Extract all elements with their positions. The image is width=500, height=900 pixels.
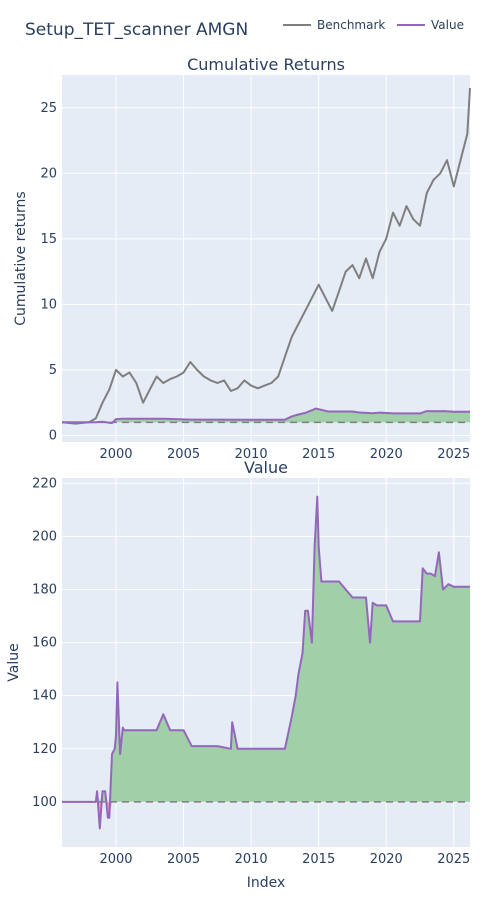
panel-2: 100 120 140 160 180 200 220 2000 2005 2010 2015 202… xyxy=(6,458,470,891)
x-tick-label: 2015 xyxy=(302,447,335,462)
x-tick-label: 2005 xyxy=(167,447,200,462)
y-axis-label: Cumulative returns xyxy=(13,191,29,325)
value-line xyxy=(62,407,470,425)
benchmark-line xyxy=(61,88,471,425)
x-axis-label: Index xyxy=(247,875,286,891)
y-tick-label: 25 xyxy=(40,101,57,116)
y-tick-label: 100 xyxy=(32,795,57,810)
y-tick-label: 160 xyxy=(32,636,57,651)
value-line xyxy=(62,495,470,830)
x-tick-label: 2015 xyxy=(302,852,335,867)
subplot-title: Value xyxy=(244,458,288,477)
y-tick-label: 10 xyxy=(40,297,57,312)
legend-item-value[interactable]: Value xyxy=(397,18,464,32)
y-axis-label: Value xyxy=(6,643,22,681)
y-tick-label: 20 xyxy=(40,166,57,181)
page-title: Setup_TET_scanner AMGN xyxy=(25,20,249,40)
x-tick-label: 2025 xyxy=(437,447,470,462)
y-tick-label: 200 xyxy=(32,529,57,544)
x-tick-label: 2010 xyxy=(235,852,268,867)
value-legend-swatch xyxy=(397,24,425,26)
x-tick-label: 2020 xyxy=(370,447,403,462)
legend-label-benchmark: Benchmark xyxy=(317,18,386,32)
y-tick-label: 5 xyxy=(49,363,57,378)
x-tick-label: 2000 xyxy=(99,447,132,462)
y-tick-label: 15 xyxy=(40,232,57,247)
y-tick-label: 140 xyxy=(32,689,57,704)
x-tick-label: 2000 xyxy=(99,852,132,867)
x-tick-label: 2020 xyxy=(370,852,403,867)
x-tick-label: 2025 xyxy=(437,852,470,867)
legend-item-benchmark[interactable]: Benchmark xyxy=(283,18,385,32)
y-tick-label: 120 xyxy=(32,742,57,757)
gain-area xyxy=(62,496,470,802)
subplot-title: Cumulative Returns xyxy=(187,55,345,74)
y-tick-label: 0 xyxy=(49,428,57,443)
legend-label-value: Value xyxy=(431,18,464,32)
y-tick-label: 220 xyxy=(32,476,57,491)
benchmark-legend-swatch xyxy=(283,24,311,26)
x-tick-label: 2005 xyxy=(167,852,200,867)
y-tick-label: 180 xyxy=(32,582,57,597)
plot-background xyxy=(62,75,470,442)
x-tick-label: 2010 xyxy=(235,447,268,462)
